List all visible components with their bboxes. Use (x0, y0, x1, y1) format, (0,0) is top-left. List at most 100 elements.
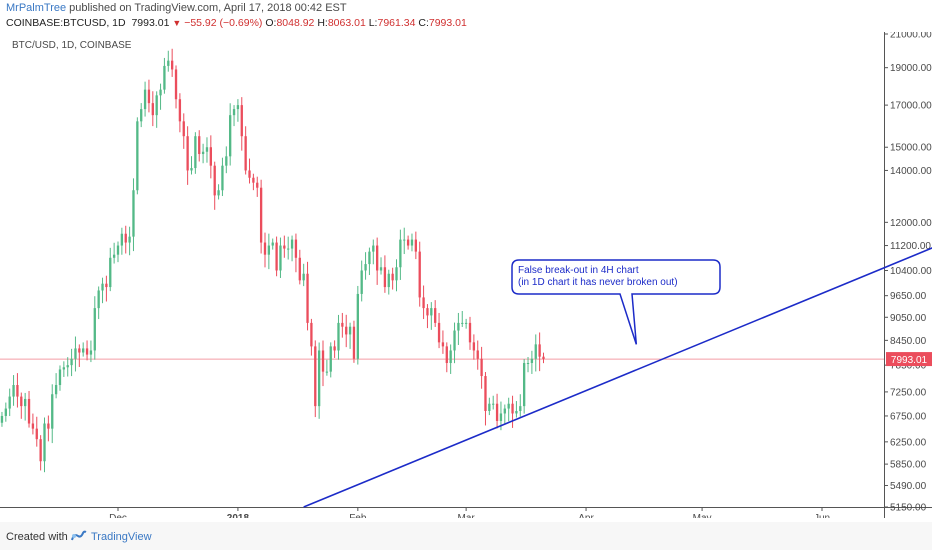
low-value: 7961.34 (377, 17, 416, 29)
candle-body (503, 408, 506, 414)
y-tick-label: 12000.00 (890, 218, 932, 229)
candle-body (155, 95, 158, 116)
candle-body (147, 89, 151, 104)
candle-body (209, 147, 212, 166)
candle-body (256, 182, 259, 188)
candle-body (287, 248, 290, 250)
candle-body (252, 177, 255, 183)
candle-body (519, 406, 522, 412)
publish-text: published on TradingView.com, April 17, … (66, 2, 347, 14)
candle-body (488, 403, 491, 412)
candle-body (341, 322, 344, 327)
candle-body (492, 403, 495, 405)
candle-body (426, 308, 429, 316)
tradingview-logo-icon (71, 530, 87, 541)
candle-body (449, 350, 452, 364)
y-tick-label: 5850.00 (890, 460, 927, 471)
candle-body (16, 385, 19, 397)
y-tick-label: 9050.00 (890, 313, 927, 324)
candle-body (167, 60, 170, 66)
high-label: H: (317, 17, 328, 29)
candle-body (39, 439, 42, 462)
y-tick-label: 7250.00 (890, 387, 927, 398)
candle-body (480, 358, 483, 377)
trendline (303, 247, 932, 508)
candle-body (391, 273, 394, 281)
y-tick-label: 21000.00 (890, 32, 932, 41)
candle-body (352, 326, 356, 359)
candle-body (101, 283, 104, 291)
callout-bubble (511, 259, 721, 345)
candle-body (399, 239, 402, 268)
y-tick-label: 11200.00 (890, 241, 931, 252)
candle-body (383, 267, 387, 288)
candle-body (484, 376, 487, 412)
x-tick-label: May (693, 513, 712, 518)
candle-body (434, 308, 437, 323)
candle-body (182, 121, 185, 137)
candle-body (310, 322, 313, 347)
candle-body (82, 348, 85, 353)
candle-body (248, 170, 251, 178)
candle-body (499, 413, 503, 421)
candle-body (229, 115, 232, 157)
candle-body (217, 190, 220, 196)
y-tick-label: 8450.00 (890, 336, 927, 347)
candle-body (8, 396, 11, 409)
candle-body (437, 322, 441, 343)
candle-body (410, 239, 414, 246)
candle-body (27, 398, 31, 424)
candle-body (530, 358, 534, 364)
candle-body (430, 308, 433, 316)
candle-body (132, 190, 135, 237)
candle-body (418, 251, 421, 298)
candle-body (178, 99, 182, 122)
candle-body (290, 239, 294, 249)
candle-body (387, 273, 390, 288)
plot-background (0, 32, 884, 507)
candle-body (275, 242, 278, 271)
candle-body (522, 363, 526, 407)
y-tick-label: 9650.00 (890, 291, 927, 302)
candle-body (205, 147, 209, 152)
close-value: 7993.01 (428, 17, 467, 29)
candle-body (263, 242, 267, 255)
candle-body (511, 403, 514, 414)
candle-body (457, 322, 460, 331)
candle-body (43, 423, 46, 462)
chart-area[interactable]: 21000.00 19000.00 17000.00 15000.00 14000.00… (0, 30, 932, 524)
candle-body (120, 233, 124, 246)
symbol-label: COINBASE:BTCUSD, 1D (6, 17, 126, 29)
tradingview-brand[interactable]: TradingView (91, 531, 152, 543)
candle-body (240, 105, 243, 137)
candle-body (143, 89, 147, 110)
candle-body (4, 408, 7, 416)
candle-body (271, 242, 274, 246)
candle-body (356, 293, 359, 359)
candle-body (74, 348, 77, 359)
candle-body (190, 168, 193, 171)
y-tick-label: 10400.00 (890, 266, 932, 277)
candle-body (422, 297, 425, 309)
change-value: −55.92 (−0.69%) (184, 17, 263, 29)
candle-body (232, 109, 236, 116)
candle-body (515, 411, 518, 414)
candle-body (201, 151, 205, 155)
candle-body (279, 245, 282, 271)
open-value: 8048.92 (276, 17, 315, 29)
callout-text: False break-out in 4H chart (518, 265, 639, 276)
candle-body (163, 65, 166, 90)
callout-text: (in 1D chart it has never broken out) (518, 277, 678, 288)
price-chart[interactable]: 21000.00 19000.00 17000.00 15000.00 14000.00… (0, 30, 932, 524)
author-link[interactable]: MrPalmTree (6, 2, 67, 14)
candle-body (538, 344, 541, 357)
candle-body (372, 245, 375, 252)
candle-body (112, 254, 116, 258)
candle-body (472, 342, 476, 351)
candle-body (244, 136, 247, 171)
candle-body (406, 239, 410, 246)
candle-body (445, 346, 448, 364)
last-price-badge (886, 352, 932, 367)
candle-body (534, 344, 537, 359)
candle-body (360, 270, 363, 294)
